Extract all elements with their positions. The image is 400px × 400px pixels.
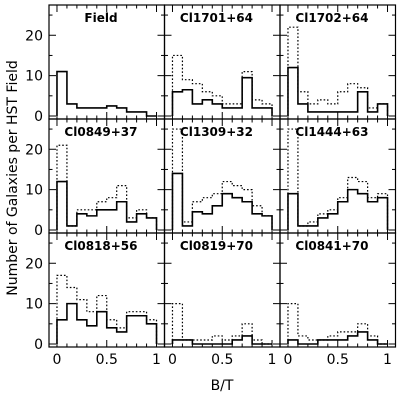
y-tick-label: 20: [25, 28, 43, 44]
x-tick-label: 1: [268, 352, 277, 368]
series-dotted-line: [171, 303, 273, 345]
series-solid-line: [171, 335, 273, 345]
x-tick-label: 0: [284, 352, 293, 368]
x-tick-label: 1: [383, 352, 392, 368]
y-tick-label: 10: [25, 297, 43, 313]
series-dotted-line: [171, 54, 273, 116]
panel-field: Field 0 10 20: [25, 4, 166, 125]
x-tick-label: 0: [168, 352, 177, 368]
series-solid-line: [56, 180, 158, 230]
y-tick-label: 10: [25, 69, 43, 85]
series-dotted-line: [287, 26, 389, 116]
panel-label: Cl0849+37: [64, 125, 137, 139]
panel-label: Cl0819+70: [180, 239, 253, 253]
series-solid-line: [56, 302, 158, 344]
panel-cl1702+64: Cl1702+64: [279, 4, 397, 120]
panel-label: Cl0818+56: [64, 239, 137, 253]
x-tick-label: 1: [152, 352, 161, 368]
panel-label: Cl1702+64: [295, 11, 368, 25]
series-dotted-line: [287, 303, 388, 345]
panel-label: Field: [84, 11, 117, 25]
panel-cl0819+70: Cl0819+70 0 0.5 1: [163, 232, 281, 368]
series-solid-line: [171, 76, 273, 116]
x-tick-label: 0.5: [96, 352, 118, 368]
panel-label: Cl1701+64: [180, 11, 253, 25]
panel-cl0818+56: Cl0818+56 0 10 20 0 0.5 1: [25, 232, 166, 368]
x-tick-label: 0.5: [327, 352, 349, 368]
x-tick-label: 0.5: [211, 352, 233, 368]
series-dotted-line: [171, 128, 273, 230]
panel-label: Cl1309+32: [180, 125, 253, 139]
series-solid-line: [56, 70, 157, 117]
y-axis-title: Number of Galaxies per HST Field: [5, 60, 21, 296]
panel-cl1444+63: Cl1444+63: [279, 118, 397, 234]
panel-cl1701+64: Cl1701+64: [163, 4, 281, 120]
panel-label: Cl1444+63: [295, 125, 368, 139]
y-tick-label: 10: [25, 183, 43, 199]
panel-cl1309+32: Cl1309+32: [163, 118, 281, 234]
series-solid-line: [287, 188, 389, 230]
panel-cl0849+37: Cl0849+37 0 10 20: [25, 118, 166, 239]
y-tick-label: 20: [25, 256, 43, 272]
y-tick-label: 20: [25, 142, 43, 158]
y-tick-label: 0: [34, 223, 43, 239]
series-dotted-line: [56, 144, 158, 230]
panel-cl0841+70: Cl0841+70 0 0.5 1: [279, 232, 397, 368]
x-tick-label: 0: [53, 352, 62, 368]
y-tick-label: 0: [34, 109, 43, 125]
series-dotted-line: [56, 274, 158, 344]
series-solid-line: [287, 66, 389, 116]
series-dotted-line: [287, 128, 389, 230]
panel-label: Cl0841+70: [295, 239, 368, 253]
series-solid-line: [287, 331, 388, 345]
x-axis-title: B/T: [211, 378, 234, 394]
series-solid-line: [171, 172, 273, 230]
y-tick-label: 0: [34, 337, 43, 353]
